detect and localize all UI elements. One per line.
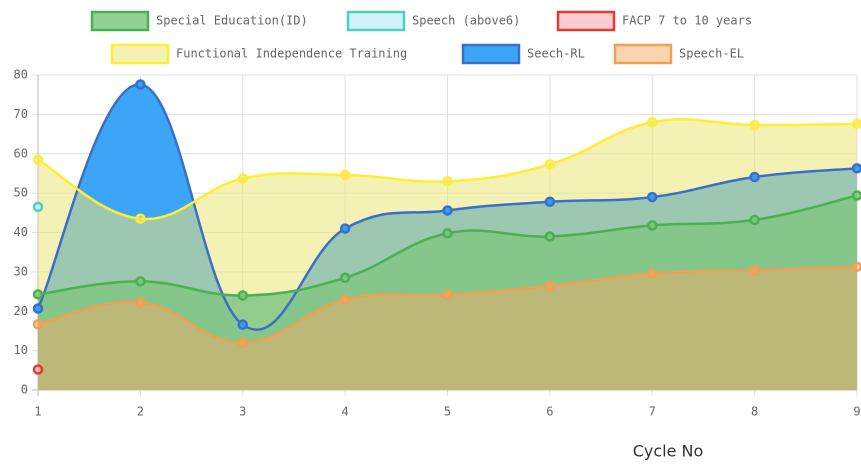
point: [32, 364, 44, 375]
legend-label: Speech (above6): [412, 14, 520, 28]
legend-swatch: [90, 10, 150, 32]
point: [339, 272, 351, 284]
y-tick-label: 40: [14, 225, 28, 239]
point: [647, 191, 658, 203]
point: [647, 268, 658, 279]
legend-label: Functional Independence Training: [176, 47, 407, 61]
point: [851, 163, 861, 174]
point: [851, 190, 861, 201]
point: [647, 220, 658, 231]
point: [749, 119, 760, 131]
y-tick-label: 70: [14, 107, 28, 121]
point: [135, 213, 146, 224]
y-tick-label: 20: [14, 304, 28, 318]
point: [851, 118, 861, 130]
x-tick-label: 3: [239, 405, 246, 419]
point: [237, 290, 248, 301]
x-tick-label: 5: [444, 405, 451, 419]
legend-label: Special Education(ID): [156, 14, 308, 28]
point: [32, 201, 44, 213]
legend-label: Seech-RL: [527, 47, 585, 61]
y-tick-label: 10: [14, 343, 28, 357]
point: [237, 319, 248, 330]
point: [442, 289, 453, 300]
point: [32, 318, 44, 330]
legend-swatch: [461, 43, 521, 65]
y-tick-label: 80: [14, 68, 28, 82]
point: [32, 289, 44, 300]
point: [32, 154, 44, 165]
point: [544, 159, 556, 170]
point: [544, 280, 556, 292]
point: [647, 117, 658, 128]
x-tick-label: 6: [546, 405, 553, 419]
point: [237, 337, 248, 348]
point: [442, 176, 453, 187]
legend-label: FACP 7 to 10 years: [622, 14, 752, 28]
point: [442, 228, 453, 239]
legend-swatch: [556, 10, 616, 32]
x-tick-label: 9: [853, 405, 860, 419]
legend-label: Speech-EL: [679, 47, 744, 61]
x-tick-label: 4: [342, 405, 349, 419]
point: [135, 276, 146, 287]
point: [442, 205, 453, 216]
point: [135, 296, 146, 308]
point: [32, 303, 44, 314]
y-tick-label: 0: [21, 383, 28, 397]
x-axis-label: Cycle No: [633, 442, 704, 461]
legend-swatch: [613, 43, 673, 65]
point: [339, 169, 351, 181]
point: [544, 231, 556, 242]
y-tick-label: 30: [14, 264, 28, 278]
point: [851, 261, 861, 273]
x-tick-label: 8: [751, 405, 758, 419]
legend-swatch: [346, 10, 406, 32]
x-tick-label: 7: [649, 405, 656, 419]
point: [339, 294, 351, 305]
x-tick-label: 2: [137, 405, 144, 419]
point: [749, 214, 760, 226]
point: [749, 265, 760, 276]
y-tick-label: 60: [14, 146, 28, 160]
point: [749, 171, 760, 183]
point: [339, 223, 351, 234]
y-tick-label: 50: [14, 186, 28, 200]
legend-swatch: [110, 43, 170, 65]
x-tick-label: 1: [34, 405, 41, 419]
point: [135, 79, 146, 90]
point: [237, 173, 248, 184]
area: [38, 266, 857, 390]
point: [544, 196, 556, 208]
